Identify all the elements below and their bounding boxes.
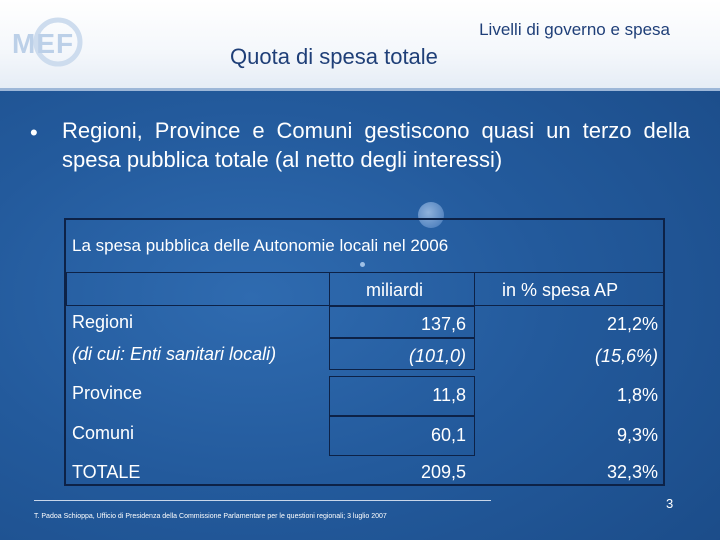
section-title: Livelli di governo e spesa — [479, 20, 670, 39]
value-comuni-percent: 9,3% — [616, 425, 658, 445]
value-totale-percent: 32,3% — [606, 462, 658, 482]
decorative-bubble — [418, 202, 444, 228]
footer-divider — [34, 500, 491, 501]
bullet-symbol: • — [30, 120, 38, 145]
row-label-enti-sanitari: (di cui: Enti sanitari locali) — [72, 344, 277, 364]
value-totale-miliardi: 209,5 — [420, 462, 466, 482]
value-enti-percent: (15,6%) — [594, 346, 658, 366]
row-label-province: Province — [72, 383, 143, 403]
value-regioni-miliardi: 137,6 — [420, 314, 466, 334]
column-header-divider — [329, 272, 475, 306]
column-header-percent: in % spesa AP — [502, 280, 619, 300]
mef-logo-icon — [33, 17, 83, 67]
page-number: 3 — [666, 496, 674, 511]
header-divider — [0, 88, 720, 91]
value-box-regioni — [329, 306, 475, 338]
column-header-miliardi: miliardi — [366, 280, 424, 300]
logo-text: MEF — [12, 28, 75, 59]
value-enti-miliardi: (101,0) — [408, 346, 466, 366]
row-label-regioni: Regioni — [72, 312, 134, 332]
table-panel — [64, 218, 665, 486]
value-province-miliardi: 11,8 — [432, 385, 466, 405]
value-box-comuni — [329, 416, 475, 456]
footer-source: T. Padoa Schioppa, Ufficio di Presidenza… — [34, 513, 387, 520]
value-comuni-miliardi: 60,1 — [430, 425, 466, 445]
page-title: Quota di spesa totale — [230, 44, 438, 69]
value-box-enti — [329, 338, 475, 370]
bullet-text: Regioni, Province e Comuni gestiscono qu… — [62, 118, 690, 172]
value-regioni-percent: 21,2% — [606, 314, 658, 334]
row-label-comuni: Comuni — [72, 423, 135, 443]
value-box-province — [329, 376, 475, 416]
decorative-bubble — [360, 262, 365, 267]
row-label-totale: TOTALE — [72, 462, 141, 482]
value-province-percent: 1,8% — [616, 385, 658, 405]
table-title: La spesa pubblica delle Autonomie locali… — [72, 236, 449, 255]
header-bar: MEF Livelli di governo e spesa Quota di … — [0, 0, 720, 88]
